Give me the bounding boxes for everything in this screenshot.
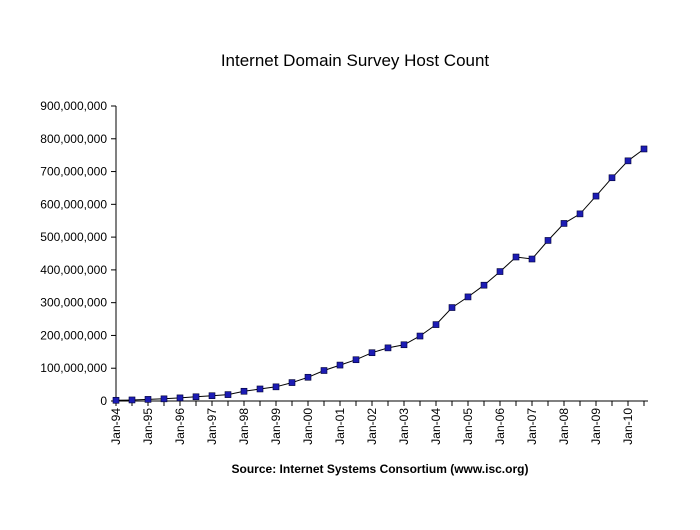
x-tick-label: Jan-99 xyxy=(269,408,283,445)
x-tick-label: Jan-08 xyxy=(557,408,571,445)
y-tick-label: 500,000,000 xyxy=(40,230,107,244)
x-tick-label: Jan-01 xyxy=(333,408,347,445)
x-tick-label: Jan-94 xyxy=(109,408,123,445)
data-point xyxy=(528,255,536,263)
y-tick-label: 200,000,000 xyxy=(40,328,107,342)
data-point xyxy=(208,392,216,400)
data-point xyxy=(416,332,424,340)
data-point xyxy=(240,387,248,395)
axes xyxy=(115,106,648,402)
x-tick-label: Jan-05 xyxy=(461,408,475,445)
x-tick-label: Jan-03 xyxy=(397,408,411,445)
data-point xyxy=(640,145,648,153)
data-point xyxy=(624,157,632,165)
data-point xyxy=(176,394,184,402)
y-tick-label: 900,000,000 xyxy=(40,99,107,113)
y-tick-label: 400,000,000 xyxy=(40,263,107,277)
data-point xyxy=(544,237,552,244)
data-point xyxy=(608,174,616,182)
y-axis-ticks: 0 100,000,000 200,000,000 300,000,000 400,00… xyxy=(40,99,116,408)
data-point xyxy=(512,253,520,261)
x-tick-label: Jan-95 xyxy=(141,408,155,445)
data-point xyxy=(368,349,376,357)
data-point xyxy=(144,396,152,403)
y-tick-label: 600,000,000 xyxy=(40,197,107,211)
chart-title: Internet Domain Survey Host Count xyxy=(221,51,490,70)
data-point xyxy=(192,393,200,401)
data-point xyxy=(480,281,488,289)
data-point xyxy=(448,304,456,311)
x-tick-label: Jan-07 xyxy=(525,408,539,445)
x-tick-label: Jan-09 xyxy=(589,408,603,445)
chart-source-note: Source: Internet Systems Consortium (www… xyxy=(232,462,529,476)
y-tick-label: 700,000,000 xyxy=(40,165,107,179)
data-point xyxy=(400,341,408,349)
data-point xyxy=(224,391,232,398)
data-point xyxy=(432,321,440,328)
data-point xyxy=(160,395,168,403)
data-point xyxy=(496,268,504,275)
x-tick-label: Jan-96 xyxy=(173,408,187,445)
data-point xyxy=(320,367,328,374)
data-point xyxy=(576,210,584,218)
x-tick-label: Jan-06 xyxy=(493,408,507,445)
data-point xyxy=(464,293,472,301)
y-tick-label: 0 xyxy=(100,394,107,408)
x-tick-label: Jan-97 xyxy=(205,408,219,445)
data-point xyxy=(352,356,360,364)
data-point xyxy=(304,373,312,381)
x-tick-label: Jan-98 xyxy=(237,408,251,445)
y-tick-label: 800,000,000 xyxy=(40,132,107,146)
x-axis-ticks: Jan-94 Jan-95 Jan-96 Jan-97 Jan-98 Jan-99 Jan-… xyxy=(109,401,645,445)
x-tick-label: Jan-00 xyxy=(301,408,315,445)
data-point xyxy=(288,379,296,386)
data-point xyxy=(384,344,392,352)
series-host-count xyxy=(112,145,648,404)
data-point xyxy=(112,396,120,404)
data-point xyxy=(592,192,600,200)
y-tick-label: 300,000,000 xyxy=(40,296,107,310)
x-tick-label: Jan-10 xyxy=(621,408,635,445)
x-tick-label: Jan-02 xyxy=(365,408,379,445)
data-point xyxy=(128,396,136,404)
data-point xyxy=(272,383,280,391)
data-point xyxy=(560,220,568,227)
data-point xyxy=(336,361,344,369)
series-line xyxy=(115,148,645,401)
x-tick-label: Jan-04 xyxy=(429,408,443,445)
y-tick-label: 100,000,000 xyxy=(40,361,107,375)
data-point xyxy=(256,385,264,393)
